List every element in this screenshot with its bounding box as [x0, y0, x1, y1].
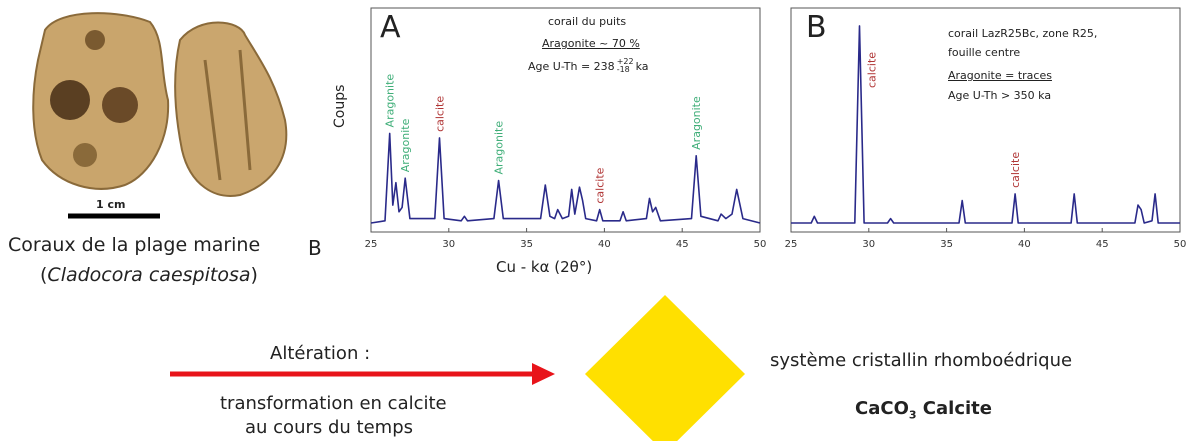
arrow-head [532, 363, 555, 385]
coral-polyp [102, 87, 138, 123]
x-tick-label: 35 [520, 239, 533, 250]
formula-sub: 3 [908, 408, 917, 422]
marker: B [308, 236, 322, 260]
panel-label: B [806, 10, 827, 45]
note: Aragonite ~ 70 % [542, 37, 640, 50]
peak-label: calcite [433, 96, 446, 132]
age-error: +22 -18 [617, 58, 634, 74]
x-tick-label: 50 [754, 239, 767, 250]
peak-label: Aragonite [493, 121, 506, 175]
y-axis-label: Coups [332, 84, 348, 128]
coral-left [32, 12, 170, 190]
x-tick-label: 25 [365, 239, 378, 250]
arrow-label: au cours du temps [245, 417, 414, 438]
note: Age U-Th > 350 ka [948, 89, 1052, 102]
plot-frame [370, 7, 761, 233]
age-suffix: ka [635, 59, 649, 73]
coral-polyp [85, 30, 105, 50]
system-label: système cristallin rhomboédrique [770, 350, 1073, 371]
arrow-label: transformation en calcite [220, 393, 447, 414]
note: corail du puits [548, 15, 627, 28]
x-tick-label: 40 [1018, 239, 1031, 250]
peak-label: calcite [865, 52, 878, 88]
coral-texture [203, 49, 252, 181]
rhombohedron [585, 295, 745, 441]
formula-main: CaCO [855, 398, 909, 419]
species-caption: (Cladocora caespitosa) [40, 264, 258, 286]
coral-photo [32, 12, 288, 219]
caption: Coraux de la plage marine [8, 234, 261, 256]
x-tick-label: 30 [442, 239, 455, 250]
x-tick-label: 25 [785, 239, 798, 250]
peak-label: calcite [1009, 152, 1022, 188]
formula-rest: Calcite [916, 398, 992, 419]
x-tick-label: 40 [598, 239, 611, 250]
species: Cladocora caespitosa [47, 264, 251, 286]
panel-label: A [380, 10, 401, 45]
x-tick-label: 45 [1096, 239, 1109, 250]
coral-right [174, 21, 288, 197]
spectrum [370, 132, 761, 224]
age-sup: +22 [616, 57, 634, 66]
age-sub: -18 [616, 65, 630, 74]
spectrum [791, 25, 1180, 224]
peak-label: Aragonite [690, 96, 703, 150]
plot-frame [790, 7, 1181, 233]
x-tick-label: 35 [940, 239, 953, 250]
note: Aragonite = traces [948, 69, 1052, 82]
formula: CaCO3 Calcite [855, 398, 992, 422]
coral-polyp [73, 143, 97, 167]
peak-label: calcite [594, 167, 607, 203]
x-tick-label: 45 [676, 239, 689, 250]
coral-polyp [50, 80, 90, 120]
paren: ( [40, 264, 48, 286]
scale-label: 1 cm [96, 198, 126, 211]
age-note: Age U-Th = 238 +22 -18 ka [528, 58, 649, 74]
note: fouille centre [948, 46, 1021, 59]
peak-label: Aragonite [399, 118, 412, 172]
peak-label: Aragonite [384, 74, 397, 128]
x-tick-label: 30 [862, 239, 875, 250]
x-tick-label: 50 [1174, 239, 1186, 250]
paren: ) [250, 264, 258, 286]
x-axis-label: Cu - kα (2θ°) [496, 258, 593, 276]
arrow-label: Altération : [270, 343, 371, 364]
age-prefix: Age U-Th = 238 [528, 59, 615, 73]
note: corail LazR25Bc, zone R25, [948, 27, 1098, 40]
